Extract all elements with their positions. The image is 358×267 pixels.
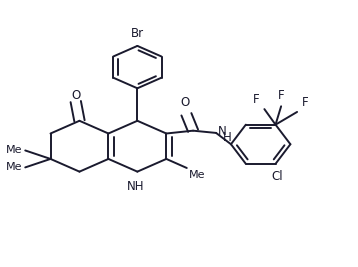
Text: O: O [71, 89, 81, 102]
Text: F: F [278, 89, 284, 102]
Text: H: H [223, 131, 232, 144]
Text: Me: Me [6, 162, 22, 172]
Text: Me: Me [189, 170, 205, 180]
Text: F: F [301, 96, 308, 109]
Text: N: N [218, 125, 226, 138]
Text: Br: Br [131, 27, 144, 40]
Text: Cl: Cl [271, 170, 283, 183]
Text: NH: NH [127, 180, 144, 193]
Text: Me: Me [6, 146, 22, 155]
Text: O: O [180, 96, 189, 109]
Text: F: F [253, 93, 260, 106]
